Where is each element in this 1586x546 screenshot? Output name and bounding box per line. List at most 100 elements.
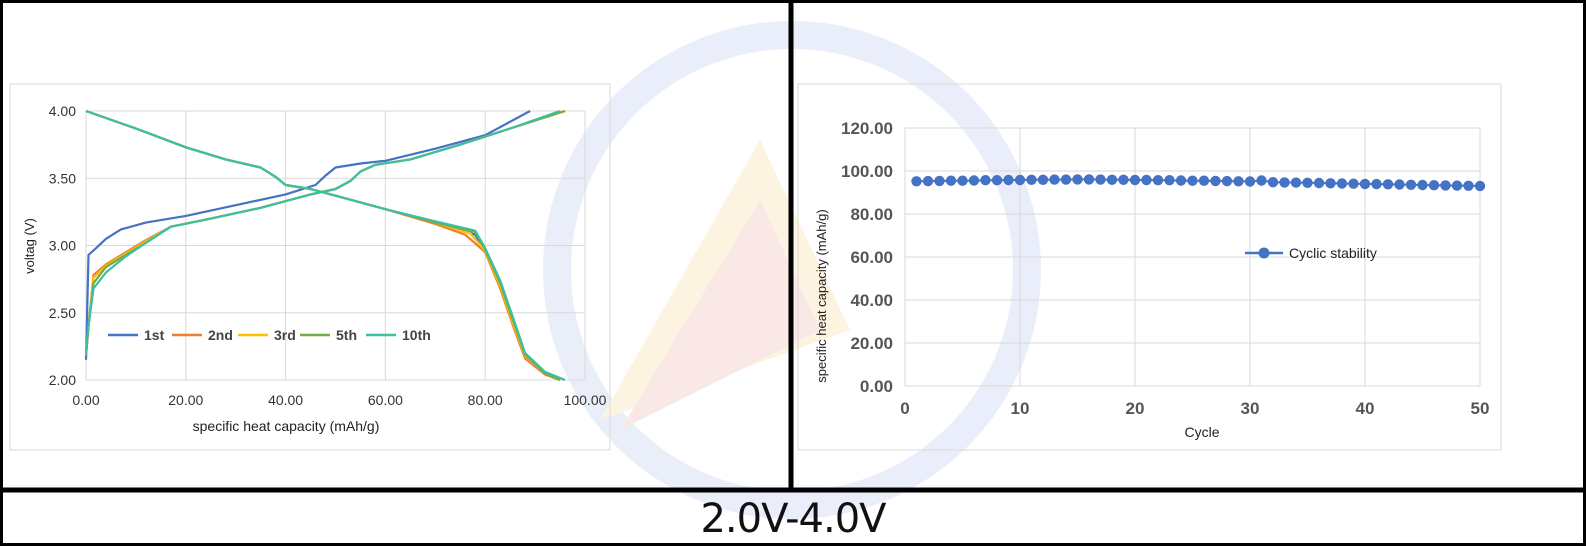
series-10th-discharge-line	[85, 109, 566, 382]
cyclic-stability-point	[1129, 174, 1141, 186]
cyclic-stability-point	[911, 176, 922, 187]
left-chart-x-tick-label: 80.00	[468, 392, 503, 408]
left-chart-x-tick-label: 60.00	[368, 392, 403, 408]
cyclic-stability-point	[1336, 178, 1348, 189]
cyclic-stability-point	[1049, 174, 1060, 185]
right-chart-x-ticks: 0 10 20 30 40 50	[900, 399, 1489, 418]
right-chart-y-tick-label: 0.00	[860, 377, 893, 396]
cyclic-stability-point	[1405, 179, 1417, 190]
left-chart-x-axis-label: specific heat capacity (mAh/g)	[193, 418, 380, 434]
right-chart-x-tick-label: 10	[1011, 399, 1030, 418]
voltage-range-label: 2.0V-4.0V	[700, 496, 886, 542]
cyclic-stability-point	[1325, 178, 1336, 189]
cyclic-stability-point	[1141, 174, 1152, 186]
cyclic-stability-point	[1152, 175, 1164, 186]
right-chart-x-tick-label: 50	[1471, 399, 1490, 418]
right-chart-x-tick-label: 20	[1126, 399, 1145, 418]
left-chart-y-tick-label: 2.00	[49, 372, 76, 388]
right-chart-y-tick-label: 120.00	[841, 119, 893, 138]
voltage-capacity-chart: 2.00 2.50 3.00 3.50 4.00 0.00 20.00 40.00 60.00…	[22, 103, 607, 434]
legend-label-cyclic-stability: Cyclic stability	[1289, 245, 1377, 261]
cyclic-stability-point	[1279, 177, 1290, 188]
legend-label-2nd: 2nd	[208, 327, 233, 343]
right-chart-y-tick-label: 80.00	[850, 205, 893, 224]
cyclic-stability-point	[1175, 175, 1187, 186]
cyclic-stability-point	[1026, 174, 1037, 185]
cyclic-stability-point	[1187, 175, 1198, 186]
series-10th-charge-line	[84, 109, 561, 356]
cyclic-stability-point	[1451, 180, 1463, 191]
cyclic-stability-point	[1083, 174, 1095, 185]
left-chart-legend: 1st 2nd 3rd 5th 10th	[108, 327, 431, 343]
right-chart-x-tick-label: 30	[1241, 399, 1260, 418]
cyclic-stability-point	[1060, 174, 1072, 185]
right-chart-x-tick-label: 0	[900, 399, 909, 418]
cyclic-stability-point	[945, 175, 957, 186]
left-chart-y-tick-label: 3.00	[49, 238, 76, 254]
cyclic-stability-point	[1244, 176, 1256, 187]
cyclic-stability-point	[1302, 177, 1313, 188]
right-chart-gridlines	[904, 127, 1481, 387]
cyclic-stability-point	[1198, 175, 1210, 186]
cyclic-stability-point	[1233, 176, 1244, 187]
cyclic-stability-point	[1014, 174, 1026, 186]
cyclic-stability-point	[1256, 175, 1267, 186]
right-chart-panel	[797, 83, 1502, 451]
right-chart-y-axis-label: specific heat capacity (mAh/g)	[814, 209, 829, 382]
cyclic-stability-point	[968, 175, 980, 186]
cyclic-stability-point	[1428, 180, 1440, 191]
cyclic-stability-point	[1290, 177, 1302, 188]
left-chart-y-ticks: 2.00 2.50 3.00 3.50 4.00	[49, 103, 76, 388]
cyclic-stability-point	[1210, 175, 1221, 187]
right-chart-x-axis-label: Cycle	[1184, 424, 1219, 440]
cyclic-stability-point	[1371, 178, 1382, 190]
left-chart-y-tick-label: 3.50	[49, 170, 76, 186]
right-chart-x-tick-label: 40	[1356, 399, 1375, 418]
left-chart-x-tick-label: 100.00	[564, 392, 607, 408]
cyclic-stability-point	[1417, 179, 1428, 191]
legend-label-10th: 10th	[402, 327, 431, 343]
left-chart-x-ticks: 0.00 20.00 40.00 60.00 80.00 100.00	[72, 392, 606, 408]
cyclic-stability-point	[1474, 180, 1486, 192]
cyclic-stability-point	[991, 175, 1003, 186]
cyclic-stability-point	[1313, 177, 1325, 189]
legend-marker-cyclic-stability	[1258, 247, 1270, 259]
legend-label-3rd: 3rd	[274, 327, 296, 343]
cyclic-stability-point	[934, 175, 945, 187]
left-chart-x-tick-label: 0.00	[72, 392, 99, 408]
legend-label-5th: 5th	[336, 327, 357, 343]
cyclic-stability-point	[1072, 174, 1083, 185]
cyclic-stability-point	[1382, 179, 1394, 190]
right-chart-y-tick-label: 100.00	[841, 162, 893, 181]
cyclic-stability-point	[957, 175, 968, 186]
right-chart-y-tick-label: 40.00	[850, 291, 893, 310]
cyclic-stability-point	[922, 175, 934, 187]
series-1st-charge-line	[84, 110, 531, 360]
cyclic-stability-point	[1463, 180, 1474, 191]
left-chart-y-tick-label: 4.00	[49, 103, 76, 119]
right-chart-y-tick-label: 60.00	[850, 248, 893, 267]
right-chart-y-ticks: 0.00 20.00 40.00 60.00 80.00 100.00 120.00	[841, 119, 893, 396]
cyclic-stability-point	[980, 175, 991, 186]
left-chart-y-axis-label: voltag (V)	[22, 218, 37, 274]
series-3rd-charge-line	[84, 109, 566, 356]
left-chart-x-tick-label: 20.00	[168, 392, 203, 408]
cyclic-stability-point	[1106, 174, 1118, 185]
cyclic-stability-point	[1440, 180, 1451, 191]
left-chart-x-tick-label: 40.00	[268, 392, 303, 408]
left-chart-panel	[9, 83, 611, 451]
right-chart-points	[911, 174, 1486, 192]
right-chart-y-tick-label: 20.00	[850, 334, 893, 353]
cyclic-stability-point	[1003, 174, 1014, 186]
cyclic-stability-point	[1037, 174, 1049, 185]
cyclic-stability-point	[1267, 177, 1279, 188]
cyclic-stability-point	[1394, 179, 1405, 190]
cycle-stability-chart: 0.00 20.00 40.00 60.00 80.00 100.00 120.00 0 10…	[814, 119, 1489, 440]
legend-label-1st: 1st	[144, 327, 165, 343]
cyclic-stability-point	[1359, 178, 1371, 190]
cyclic-stability-point	[1164, 175, 1175, 186]
cyclic-stability-point	[1118, 174, 1129, 185]
left-chart-series-lines	[84, 109, 566, 382]
left-chart-y-tick-label: 2.50	[49, 305, 76, 321]
